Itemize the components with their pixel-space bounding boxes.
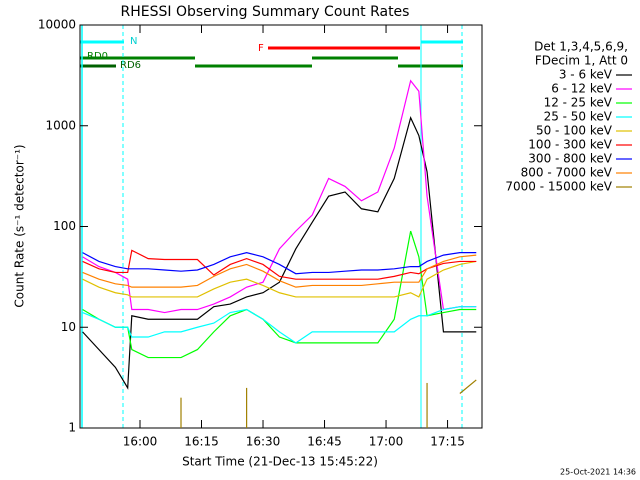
x-tick-label: 16:15 [184, 435, 219, 449]
legend-label: 25 - 50 keV [544, 110, 613, 124]
y-tick-label: 1 [68, 421, 76, 435]
legend-label: 7000 - 15000 keV [505, 180, 612, 194]
series-line [459, 379, 477, 394]
legend-label: 50 - 100 keV [536, 124, 613, 138]
x-tick-label: 16:30 [246, 435, 281, 449]
series-line [82, 306, 477, 344]
legend-label: 12 - 25 keV [544, 96, 613, 110]
legend-header: Det 1,3,4,5,6,9, [534, 40, 628, 54]
flag-label: RD6 [120, 60, 141, 71]
series-line [82, 116, 477, 390]
series-line [82, 252, 477, 275]
series-line [82, 254, 477, 288]
y-tick-label: 10 [61, 320, 76, 334]
series-line [82, 249, 477, 280]
y-tick-label: 10000 [38, 18, 76, 32]
x-tick-label: 16:45 [307, 435, 342, 449]
legend-label: 800 - 7000 keV [521, 166, 613, 180]
legend-label: 6 - 12 keV [551, 82, 613, 96]
x-tick-label: 17:00 [369, 435, 404, 449]
y-tick-label: 100 [53, 219, 76, 233]
y-axis-label: Count Rate (s⁻¹ detector⁻¹) [13, 144, 27, 307]
flag-label: F [258, 43, 264, 54]
legend-header: FDecim 1, Att 0 [535, 54, 628, 68]
legend-label: 3 - 6 keV [559, 68, 613, 82]
legend-label: 300 - 800 keV [528, 152, 612, 166]
x-axis-label: Start Time (21-Dec-13 15:45:22) [182, 455, 378, 469]
series-line [82, 260, 477, 298]
x-tick-label: 17:15 [430, 435, 465, 449]
chart-title: RHESSI Observing Summary Count Rates [121, 4, 410, 20]
legend-label: 100 - 300 keV [528, 138, 612, 152]
timestamp: 25-Oct-2021 14:36 [560, 468, 636, 477]
x-tick-label: 16:00 [123, 435, 158, 449]
flag-label: N [130, 36, 137, 47]
flag-label: RD0 [87, 51, 108, 62]
series-line [82, 79, 477, 314]
series-line [82, 230, 477, 359]
y-tick-label: 1000 [45, 118, 76, 132]
